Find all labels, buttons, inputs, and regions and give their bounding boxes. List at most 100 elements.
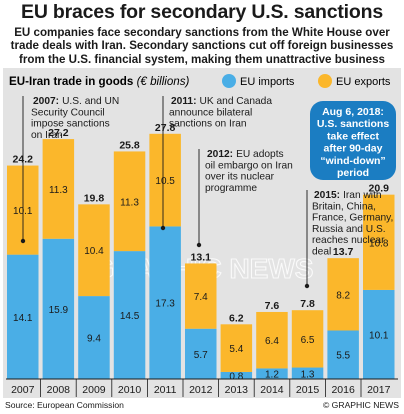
bar-imports-2013 [220,371,253,379]
x-tick-label-2011: 2011 [154,384,177,396]
value-label-exports-2012: 7.4 [194,292,208,303]
legend-label-imports: EU imports [240,76,295,88]
legend: EU imports EU exports [222,74,391,88]
callout-badge: Aug 6, 2018: U.S. sanctions take effect aft… [310,101,396,180]
annotation-year: 2012: [207,149,233,160]
chart-panel: GRAPHIC NEWS EU-Iran trade in goods (€ b… [3,68,401,398]
bar-exports-2011 [149,133,181,227]
value-label-exports-2013: 5.4 [229,344,243,355]
value-label-imports-2015: 1.3 [301,369,315,380]
callout-text: Aug 6, 2018: U.S. sanctions take effect aft… [317,106,390,179]
value-label-imports-2017: 10.1 [369,330,389,341]
annotation-year: 2015: [314,190,340,201]
annotation-line: oil embargo on Iran [205,160,293,171]
x-tick-label-2008: 2008 [47,384,71,396]
x-tick-label-2016: 2016 [331,384,355,396]
chart-title-text: EU-Iran trade in goods [9,75,133,88]
bar-imports-2008 [42,238,75,379]
total-label-2010: 25.8 [119,139,140,151]
callout-line: U.S. sanctions [317,118,390,130]
x-tick-label-2010: 2010 [118,384,142,396]
bar-imports-2011 [149,226,181,379]
annotations: 2007: U.S. and UN Security Council impose s… [20,96,393,289]
bar-imports-2014 [256,368,288,379]
annotation-text-2015: 2015: Iran with Britain, China, France, Ger… [312,190,393,258]
bar-exports-2012 [185,263,217,329]
value-label-exports-2014: 6.4 [265,336,279,347]
annotation-dot-2011 [160,225,166,231]
total-label-2014: 7.6 [265,300,280,312]
annotation-line: on Iran [31,130,63,141]
total-label-2008: 27.2 [48,127,69,139]
bar-exports-2016 [327,258,359,331]
source-note: Source: European Commission [5,400,124,410]
value-label-exports-2011: 10.5 [155,176,175,187]
callout-box [310,101,396,180]
annotation-line: programme [205,183,257,194]
annotation-line: Iran with [343,190,382,201]
annotation-line: Russia and U.S. [312,224,386,235]
legend-label-exports: EU exports [336,76,391,88]
annotation-dot-2007 [20,238,26,244]
legend-swatch-imports [222,74,236,88]
annotation-dot-2015 [304,283,310,289]
bar-exports-2008 [42,139,75,239]
value-label-exports-2017: 10.8 [369,238,389,249]
bar-exports-2017 [363,194,395,290]
callout-line: after 90-day [324,143,383,155]
annotation-line: sanctions on Iran [169,119,247,130]
annotation-dot-2012 [196,242,202,248]
total-label-2013: 6.2 [229,312,244,324]
bar-imports-2017 [363,289,395,379]
bar-exports-2014 [256,311,288,369]
annotation-year: 2011: [171,96,197,107]
callout-line: period [337,167,369,179]
annotation-line: announce bilateral [169,107,252,118]
annotation-2012: 2012: EU adopts oil embargo on Iran over it… [196,149,293,248]
annotation-2011: 2011: UK and Canada announce bilateral sanc… [160,96,273,231]
bar-imports-2015 [291,367,324,379]
value-label-imports-2007: 14.1 [13,313,33,324]
value-label-exports-2015: 6.5 [301,335,315,346]
bar-exports-2009 [78,204,110,297]
chart-title: EU-Iran trade in goods (€ billions) [9,75,190,88]
x-axis-labels: 2007 2008 2009 2010 2011 2012 2013 2014 2015 2016… [11,379,391,397]
bar-imports-2010 [113,251,146,379]
annotation-2015: 2015: Iran with Britain, China, France, Ger… [304,190,393,289]
value-label-imports-2009: 9.4 [87,334,101,345]
total-label-2015: 7.8 [300,298,315,310]
annotation-line: Security Council [31,107,105,118]
total-label-2017: 20.9 [369,183,390,195]
callout-line: Aug 6, 2018: [322,106,384,118]
annotation-line: UK and Canada [200,96,273,107]
value-label-imports-2010: 14.5 [120,311,140,322]
value-label-imports-2016: 5.5 [336,351,350,362]
annotation-line: impose sanctions [31,119,110,130]
credit-note: © GRAPHIC NEWS [322,400,399,410]
headline: EU braces for secondary U.S. sanctions [21,1,383,23]
annotation-2007: 2007: U.S. and UN Security Council impose s… [20,96,119,244]
bar-exports-2013 [220,324,253,372]
x-tick-label-2013: 2013 [225,384,249,396]
x-tick-label-2009: 2009 [82,384,106,396]
annotation-line: over its nuclear [205,172,275,183]
annotation-line: Britain, China, [312,201,376,212]
value-label-exports-2009: 10.4 [84,246,104,257]
bar-imports-2012 [185,328,217,379]
bar-imports-2016 [327,330,359,379]
annotation-year: 2007: [33,96,59,107]
total-label-2011: 27.8 [155,122,176,134]
total-label-2012: 13.1 [191,251,212,263]
bar-imports-2007 [7,254,39,379]
callout-line: take effect [327,130,379,142]
value-label-imports-2014: 1.2 [265,370,279,381]
total-label-2016: 13.7 [333,246,354,258]
x-tick-label-2012: 2012 [189,384,213,396]
value-label-imports-2008: 15.9 [49,305,69,316]
annotation-line: France, Germany, [312,213,393,224]
bar-exports-2015 [291,310,324,368]
annotation-text-2012: 2012: EU adopts oil embargo on Iran over it… [205,149,293,194]
annotation-line: EU adopts [236,149,284,160]
callout-line: “wind-down” [320,155,385,167]
x-tick-label-2007: 2007 [11,384,35,396]
